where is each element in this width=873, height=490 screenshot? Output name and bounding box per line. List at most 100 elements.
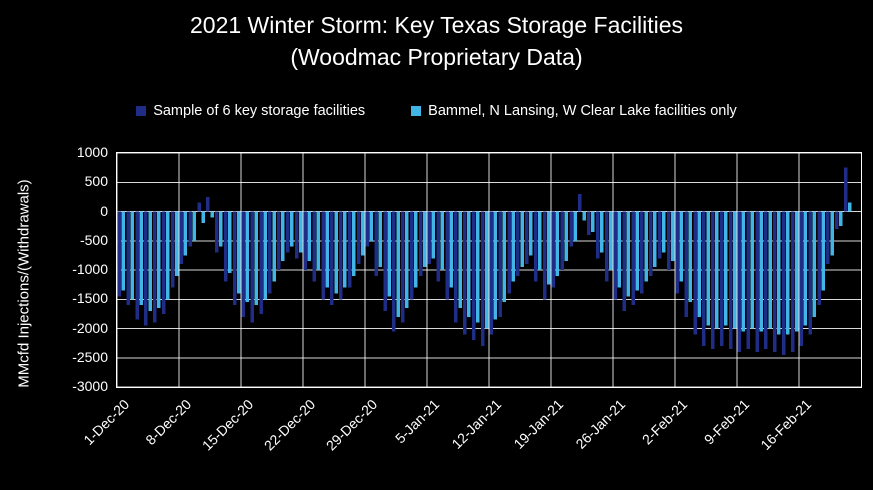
bar-bammel-21-Dec [298,211,303,253]
y-tick-label: -500 [79,231,108,248]
bar-bammel-17-Dec [263,211,267,300]
bar-sample6-19-Dec [277,211,281,270]
bar-bammel-6-Jan [440,211,445,270]
bar-bammel-15-Dec [245,211,250,303]
bar-sample6-10-Dec [197,202,201,212]
bar-sample6-8-Feb [728,211,733,349]
bar-sample6-3-Dec [135,211,139,320]
bar-bammel-23-Jan [591,211,595,232]
bar-bammel-30-Jan [653,211,657,268]
series2-swatch-icon [411,106,422,116]
bar-sample6-31-Dec [383,211,387,311]
bar-bammel-10-Dec [201,211,205,224]
bar-sample6-23-Jan [587,211,591,235]
bar-sample6-4-Feb [693,211,697,335]
bar-bammel-15-Jan [520,211,524,268]
bar-sample6-24-Jan [595,211,600,259]
bar-bammel-21-Feb [847,202,852,212]
bar-bammel-8-Feb [732,211,737,329]
bar-bammel-25-Dec [334,211,338,294]
bar-sample6-20-Jan [560,211,565,270]
y-axis-title: MMcfd Injections/(Withdrawals) [15,179,33,388]
bar-bammel-8-Dec [183,211,188,256]
bar-bammel-14-Jan [511,211,515,282]
bar-sample6-17-Dec [259,211,263,314]
bar-bammel-31-Dec [387,211,391,297]
bar-sample6-21-Dec [294,211,299,259]
bar-bammel-15-Feb [794,211,799,332]
y-tick-label: -3000 [72,378,108,394]
bar-sample6-2-Jan [401,211,405,323]
legend: Sample of 6 key storage facilities Bamme… [0,103,873,119]
bar-sample6-16-Feb [799,211,804,347]
bar-sample6-5-Dec [153,211,157,323]
bar-sample6-18-Jan [542,211,547,300]
bar-sample6-25-Dec [330,211,334,306]
bar-sample6-9-Feb [737,211,742,352]
bar-sample6-6-Feb [711,211,715,349]
bar-bammel-10-Feb [750,211,755,329]
bar-sample6-23-Dec [312,211,317,282]
bar-bammel-27-Jan [626,211,631,297]
legend-label-series1: Sample of 6 key storage facilities [153,103,366,119]
bar-bammel-20-Jan [564,211,569,262]
bar-sample6-8-Dec [179,211,184,265]
bar-bammel-19-Dec [281,211,285,262]
bar-sample6-14-Jan [507,211,511,294]
bar-sample6-11-Dec [206,196,210,212]
bar-sample6-12-Dec [215,211,219,253]
bar-sample6-1-Dec [117,211,122,297]
bar-sample6-2-Dec [126,211,131,306]
bar-bammel-9-Jan [467,211,471,317]
bar-bammel-28-Jan [635,211,639,291]
bar-bammel-1-Feb [670,211,675,262]
bar-bammel-2-Jan [405,211,409,309]
bar-bammel-8-Jan [458,211,462,309]
bar-sample6-17-Feb [808,211,813,335]
bar-sample6-16-Dec [250,211,255,323]
bar-sample6-3-Jan [409,211,414,300]
bar-bammel-11-Feb [759,211,763,332]
bar-bammel-18-Jan [546,211,551,285]
bar-bammel-2-Feb [679,211,684,282]
bar-sample6-22-Dec [303,211,308,270]
bar-bammel-1-Dec [121,211,126,291]
bar-bammel-18-Dec [272,211,276,282]
bar-bammel-4-Jan [422,211,427,268]
bar-bammel-31-Jan [661,211,666,253]
bar-bammel-20-Dec [289,211,294,247]
bar-bammel-22-Dec [307,211,312,262]
bar-bammel-9-Dec [192,211,197,241]
legend-item-sample-of-6: Sample of 6 key storage facilities [136,103,365,119]
bar-sample6-6-Jan [436,211,441,282]
y-tick-label: 1000 [76,144,108,160]
bar-bammel-6-Dec [165,211,170,300]
bar-bammel-13-Feb [777,211,781,335]
bar-bammel-30-Dec [378,211,383,268]
bar-sample6-15-Jan [516,211,520,276]
bar-sample6-4-Jan [418,211,423,276]
bar-sample6-9-Dec [188,211,193,247]
bar-bammel-19-Jan [555,211,560,276]
chart-title-line1: 2021 Winter Storm: Key Texas Storage Fac… [189,12,683,38]
bar-bammel-13-Jan [502,211,507,303]
legend-item-bammel: Bammel, N Lansing, W Clear Lake faciliti… [411,103,737,119]
bar-sample6-14-Dec [232,211,237,306]
bar-sample6-12-Feb [764,211,768,349]
bar-bammel-6-Feb [715,211,719,329]
bar-bammel-3-Jan [413,211,418,288]
bar-bammel-24-Jan [599,211,604,253]
bar-sample6-1-Jan [392,211,396,332]
bar-bammel-9-Feb [741,211,746,332]
bar-sample6-12-Jan [489,211,494,335]
bar-sample6-25-Jan [604,211,609,282]
bar-sample6-28-Dec [356,211,361,265]
bar-sample6-13-Feb [773,211,777,352]
bar-bammel-26-Dec [343,211,347,288]
bar-bammel-14-Feb [785,211,790,335]
bar-bammel-7-Feb [723,211,728,326]
y-tick-label: -2000 [72,319,108,336]
bar-bammel-1-Jan [396,211,400,317]
y-tick-label: 500 [84,173,108,190]
bar-bammel-13-Dec [227,211,232,273]
